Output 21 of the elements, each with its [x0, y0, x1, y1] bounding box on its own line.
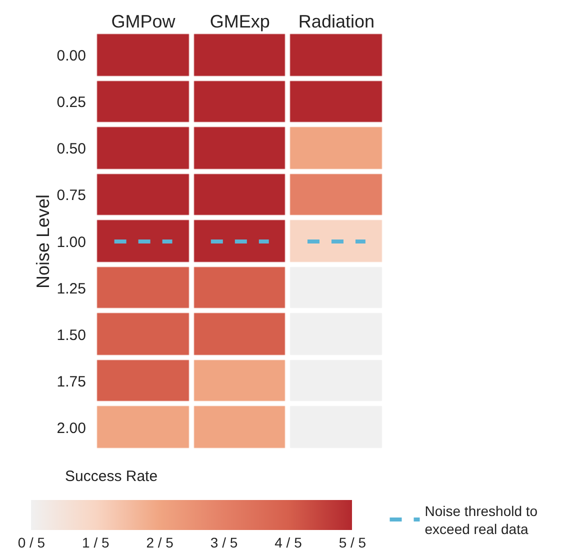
y-tick-label: 1.25 [56, 280, 86, 298]
y-axis-title: Noise Level [33, 194, 53, 289]
x-tick-label: GMExp [210, 11, 270, 32]
color-bar-label: 4 / 5 [274, 534, 302, 550]
color-bar-label: 1 / 5 [82, 534, 110, 550]
x-tick-label: Radiation [298, 11, 374, 32]
y-tick-label: 1.75 [56, 373, 86, 390]
y-tick-label: 0.00 [56, 48, 86, 65]
y-tick-label: 1.00 [56, 234, 86, 251]
x-tick-label: GMPow [111, 11, 176, 32]
y-tick-label: 2.00 [56, 420, 86, 437]
color-bar-label: 3 / 5 [210, 534, 238, 550]
y-tick-label: 0.75 [56, 187, 86, 204]
color-bar-label: 5 / 5 [338, 534, 366, 550]
color-bar-label: 2 / 5 [146, 534, 174, 550]
y-tick-label: 0.25 [56, 94, 86, 112]
color-bar-label: 0 / 5 [18, 534, 46, 550]
y-tick-label: 1.50 [56, 326, 86, 344]
color-bar-title: Success Rate [65, 468, 158, 485]
y-tick-label: 0.50 [56, 140, 86, 158]
legend-label: Noise threshold to exceed real data [424, 502, 538, 538]
